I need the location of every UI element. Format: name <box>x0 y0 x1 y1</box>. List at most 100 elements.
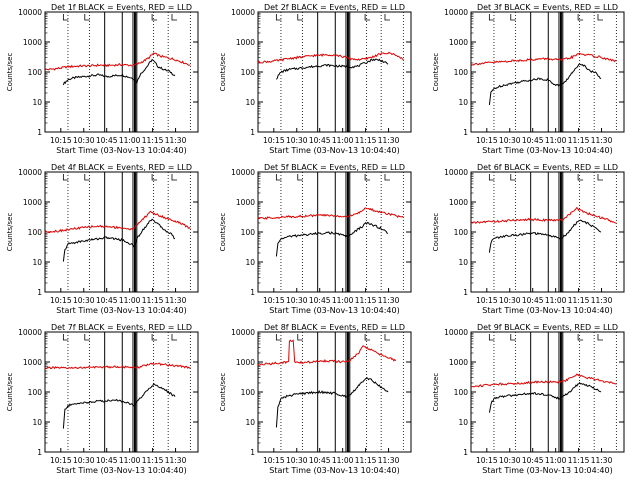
y-tick-label: 10000 <box>444 8 468 17</box>
flag-marker <box>597 334 603 341</box>
x-tick-label: 11:30 <box>165 136 187 145</box>
x-tick-label: 11:00 <box>545 456 567 465</box>
y-axis-label: Counts/sec <box>6 373 14 412</box>
series-lld-line <box>470 207 617 225</box>
flag-marker <box>577 174 584 181</box>
x-axis-label: Start Time (03-Nov-13 10:04:40) <box>482 146 612 155</box>
x-tick-label: 11:00 <box>332 456 354 465</box>
series-lld-line <box>257 207 404 220</box>
x-tick-label: 11:15 <box>568 296 590 305</box>
x-tick-label: 11:30 <box>165 456 187 465</box>
x-tick-label: 10:45 <box>96 136 118 145</box>
panel-title: Det 6f BLACK = Events, RED = LLD <box>477 163 618 172</box>
x-tick-label: 10:45 <box>309 456 331 465</box>
y-tick-label: 10000 <box>18 8 42 17</box>
x-tick-label: 11:00 <box>332 136 354 145</box>
x-tick-label: 10:15 <box>476 136 498 145</box>
y-tick-label: 1 <box>463 288 468 297</box>
y-tick-label: 1000 <box>236 358 255 367</box>
panel-9: 1 10 100 1000 10000 10:15 10:30 10:45 11:00 11:15… <box>432 323 625 475</box>
flag-marker <box>510 14 516 21</box>
x-tick-label: 10:15 <box>263 296 285 305</box>
x-tick-label: 11:15 <box>142 456 164 465</box>
x-tick-label: 11:30 <box>378 136 400 145</box>
flag-marker <box>488 174 495 181</box>
series-lld-line <box>470 373 617 388</box>
flag-marker <box>297 14 303 21</box>
y-tick-label: 1 <box>250 288 255 297</box>
y-axis-label: Counts/sec <box>219 373 227 412</box>
y-tick-label: 1 <box>250 128 255 137</box>
flag-marker <box>364 174 371 181</box>
flag-marker <box>275 174 282 181</box>
y-axis-label: Counts/sec <box>432 53 440 92</box>
flag-marker <box>62 334 69 341</box>
y-tick-label: 10000 <box>444 168 468 177</box>
flag-marker <box>151 334 158 341</box>
flag-marker <box>171 14 177 21</box>
y-tick-label: 1 <box>463 128 468 137</box>
series-events-line <box>275 377 389 428</box>
y-tick-label: 100 <box>28 388 43 397</box>
x-tick-label: 11:00 <box>119 136 141 145</box>
series-events-line <box>488 63 602 105</box>
flag-marker <box>510 334 516 341</box>
x-axis-label: Start Time (03-Nov-13 10:04:40) <box>482 306 612 315</box>
panel-title: Det 1f BLACK = Events, RED = LLD <box>51 3 192 12</box>
series-lld-line <box>257 339 397 366</box>
x-axis-label: Start Time (03-Nov-13 10:04:40) <box>56 306 186 315</box>
flag-marker <box>151 174 158 181</box>
x-tick-label: 10:30 <box>286 296 308 305</box>
y-tick-label: 1 <box>463 448 468 457</box>
y-axis-label: Counts/sec <box>219 53 227 92</box>
y-tick-label: 10000 <box>18 328 42 337</box>
y-axis-label: Counts/sec <box>6 213 14 252</box>
flag-marker <box>62 14 69 21</box>
series-lld-line <box>257 51 404 64</box>
x-axis-label: Start Time (03-Nov-13 10:04:40) <box>56 466 186 475</box>
y-tick-label: 10 <box>245 418 255 427</box>
panel-title: Det 7f BLACK = Events, RED = LLD <box>51 323 192 332</box>
x-tick-label: 11:00 <box>119 456 141 465</box>
x-axis-label: Start Time (03-Nov-13 10:04:40) <box>269 466 399 475</box>
flag-marker <box>510 174 516 181</box>
y-tick-label: 100 <box>454 228 469 237</box>
y-tick-label: 10 <box>245 258 255 267</box>
x-tick-label: 11:15 <box>142 296 164 305</box>
y-axis-label: Counts/sec <box>219 213 227 252</box>
flag-marker <box>297 334 303 341</box>
x-tick-label: 11:30 <box>165 296 187 305</box>
panel-1: 1 10 100 1000 10000 10:15 10:30 10:45 11:00 11:15… <box>6 3 199 155</box>
x-tick-label: 10:45 <box>96 456 118 465</box>
flag-marker <box>171 334 177 341</box>
panel-title: Det 5f BLACK = Events, RED = LLD <box>264 163 405 172</box>
x-tick-label: 10:30 <box>286 136 308 145</box>
panel-2: 1 10 100 1000 10000 10:15 10:30 10:45 11:00 11:15… <box>219 3 412 155</box>
y-tick-label: 10000 <box>231 168 255 177</box>
flag-marker <box>151 14 158 21</box>
panel-title: Det 3f BLACK = Events, RED = LLD <box>477 3 618 12</box>
y-tick-label: 10000 <box>231 328 255 337</box>
y-tick-label: 1 <box>37 128 42 137</box>
flag-marker <box>597 14 603 21</box>
x-tick-label: 10:45 <box>309 296 331 305</box>
panel-7: 1 10 100 1000 10000 10:15 10:30 10:45 11:00 11:15… <box>6 323 199 475</box>
x-tick-label: 10:45 <box>522 456 544 465</box>
flag-marker <box>488 14 495 21</box>
series-events-line <box>488 219 602 253</box>
x-tick-label: 11:15 <box>355 456 377 465</box>
x-axis-label: Start Time (03-Nov-13 10:04:40) <box>56 146 186 155</box>
x-tick-label: 10:30 <box>73 136 95 145</box>
y-tick-label: 1 <box>37 448 42 457</box>
flag-marker <box>84 174 90 181</box>
x-tick-label: 10:45 <box>522 136 544 145</box>
x-tick-label: 10:15 <box>50 456 72 465</box>
flag-marker <box>384 334 390 341</box>
x-tick-label: 10:15 <box>263 456 285 465</box>
x-tick-label: 10:30 <box>73 296 95 305</box>
x-tick-label: 10:45 <box>96 296 118 305</box>
y-tick-label: 1000 <box>23 198 42 207</box>
y-tick-label: 10 <box>32 418 42 427</box>
x-tick-label: 10:30 <box>499 136 521 145</box>
flag-marker <box>364 14 371 21</box>
